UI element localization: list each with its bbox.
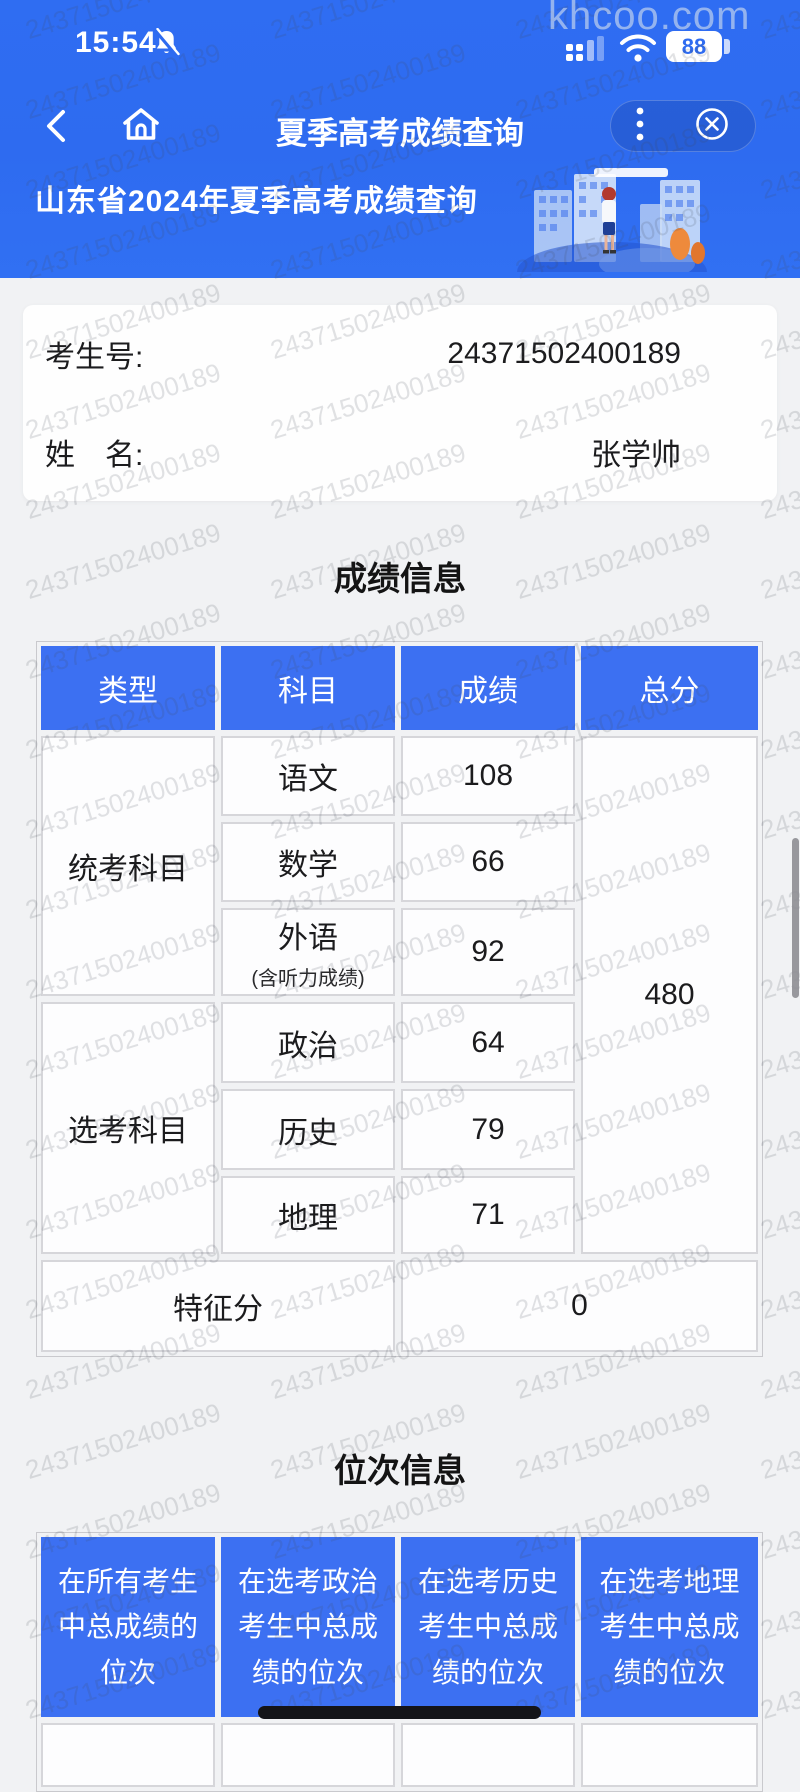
score-cell: 71 (401, 1176, 575, 1254)
subject-cell: 政治 (221, 1002, 395, 1083)
rank-col-header: 在选考政治考生中总成绩的位次 (221, 1537, 395, 1717)
id-watermark-tile: 24371502400189 (756, 1237, 800, 1325)
id-watermark-tile: 24371502400189 (756, 1637, 800, 1725)
total-score-cell: 480 (581, 736, 758, 1254)
rank-col-header: 在选考历史考生中总成绩的位次 (401, 1537, 575, 1717)
subject-cell: 历史 (221, 1089, 395, 1170)
home-button[interactable] (118, 102, 164, 148)
score-cell: 66 (401, 822, 575, 902)
score-cell: 79 (401, 1089, 575, 1170)
candidate-card: 考生号: 24371502400189 姓 名: 张学帅 (23, 305, 777, 501)
id-watermark-tile: 24371502400189 (756, 677, 800, 765)
back-button[interactable] (36, 104, 80, 148)
rank-value-cell (41, 1723, 215, 1787)
candidate-id-label: 考生号: (45, 341, 144, 374)
browser-menu-pill (610, 100, 756, 152)
rank-col-header: 在选考地理考生中总成绩的位次 (581, 1537, 758, 1717)
id-watermark-tile: 24371502400189 (756, 597, 800, 685)
banner-illustration (512, 160, 712, 302)
score-col-header: 总分 (581, 646, 758, 730)
score-section-title: 成绩信息 (334, 560, 466, 597)
score-col-header: 成绩 (401, 646, 575, 730)
rank-table: 在所有考生中总成绩的位次 在选考政治考生中总成绩的位次 在选考历史考生中总成绩的… (36, 1532, 763, 1792)
more-menu-button[interactable] (635, 104, 645, 149)
type-cell-elective: 选考科目 (41, 1002, 215, 1254)
close-button[interactable] (693, 105, 731, 148)
candidate-name-row: 姓 名: 张学帅 (23, 403, 777, 501)
status-time: 15:54 (75, 26, 157, 59)
listening-note: (含听力成绩) (251, 968, 365, 990)
score-cell: 92 (401, 908, 575, 996)
signal-icon (566, 36, 610, 67)
battery-icon: 88 (666, 31, 722, 62)
notifications-muted-icon (153, 27, 180, 63)
score-cell: 108 (401, 736, 575, 816)
battery-level: 88 (681, 33, 707, 59)
id-watermark-tile: 24371502400189 (756, 1317, 800, 1405)
candidate-name-label: 姓 名: (45, 439, 144, 472)
rank-col-header: 在所有考生中总成绩的位次 (41, 1537, 215, 1717)
rank-value-cell (401, 1723, 575, 1787)
page-title: 夏季高考成绩查询 (276, 116, 524, 151)
site-watermark: khcoo.com (548, 0, 751, 38)
scrollbar-thumb[interactable] (792, 838, 799, 998)
feature-score-value-cell: 0 (401, 1260, 758, 1352)
score-cell: 64 (401, 1002, 575, 1083)
person-figure (602, 187, 616, 254)
id-watermark-tile: 24371502400189 (756, 1077, 800, 1165)
candidate-name-value: 张学帅 (591, 439, 681, 472)
rank-section-title: 位次信息 (334, 1452, 466, 1489)
candidate-id-row: 考生号: 24371502400189 (23, 305, 777, 403)
id-watermark-tile: 24371502400189 (756, 1557, 800, 1645)
top-header-area: 15:54 88 (0, 0, 800, 302)
subject-cell-foreign: 外语 (含听力成绩) (221, 908, 395, 996)
rank-value-cell (581, 1723, 758, 1787)
subject-cell: 数学 (221, 822, 395, 902)
score-table: 类型 科目 成绩 总分 统考科目 语文 108 数学 66 外语 (含听力成绩)… (36, 641, 763, 1357)
feature-score-label-cell: 特征分 (41, 1260, 395, 1352)
score-col-header: 类型 (41, 646, 215, 730)
candidate-id-value: 24371502400189 (447, 337, 681, 370)
type-cell-unified: 统考科目 (41, 736, 215, 996)
id-watermark-tile: 24371502400189 (756, 1157, 800, 1245)
subject-cell: 地理 (221, 1176, 395, 1254)
wifi-icon (618, 31, 658, 67)
subject-cell: 语文 (221, 736, 395, 816)
home-indicator[interactable] (258, 1706, 541, 1719)
id-watermark-tile: 24371502400189 (756, 757, 800, 845)
battery-nub-icon (724, 39, 730, 54)
id-watermark-tile: 24371502400189 (756, 997, 800, 1085)
subject-name: 外语 (278, 922, 338, 955)
score-col-header: 科目 (221, 646, 395, 730)
banner-title: 山东省2024年夏季高考成绩查询 (35, 185, 478, 218)
rank-value-cell (221, 1723, 395, 1787)
